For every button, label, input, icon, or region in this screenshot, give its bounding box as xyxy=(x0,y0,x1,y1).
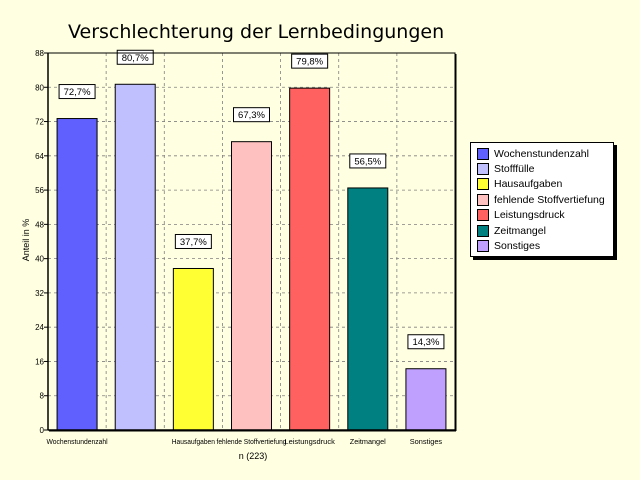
y-tick-label: 88 xyxy=(35,49,44,58)
legend-item: Sonstiges xyxy=(471,238,613,253)
legend-label: Wochenstundenzahl xyxy=(494,147,589,160)
legend-item: fehlende Stoffvertiefung xyxy=(471,192,613,207)
y-tick-label: 48 xyxy=(35,220,44,229)
x-category-label: Hausaufgaben xyxy=(172,439,215,446)
legend-swatch xyxy=(477,163,489,176)
data-label: 67,3% xyxy=(238,110,265,121)
y-tick-label: 24 xyxy=(35,323,44,332)
y-tick-label: 72 xyxy=(35,118,44,127)
y-tick-label: 56 xyxy=(35,186,44,195)
data-label: 56,5% xyxy=(354,156,381,167)
y-tick-label: 8 xyxy=(40,392,45,401)
plot-area: 0 8 16 24 32 40 48 56 64 72 80 88 72,7% Wochenstunden… xyxy=(35,49,457,446)
legend-swatch xyxy=(477,193,489,206)
bar xyxy=(172,267,214,431)
x-category-label: Wochenstundenzahl xyxy=(46,439,108,446)
bar xyxy=(405,368,447,431)
x-category-label: fehlende Stoffvertiefung xyxy=(217,439,287,446)
bar xyxy=(347,187,389,431)
sample-size-note: n (223) xyxy=(239,451,268,461)
data-label: 72,7% xyxy=(64,87,91,98)
data-label-box xyxy=(349,153,387,169)
data-label: 14,3% xyxy=(412,337,439,348)
legend-swatch xyxy=(477,178,489,191)
x-category-label: Leistungsdruck xyxy=(284,439,335,446)
legend-swatch xyxy=(477,147,489,160)
legend-label: Sonstiges xyxy=(494,240,541,253)
legend-swatch xyxy=(477,209,489,222)
chart-title: Verschlechterung der Lernbedingungen xyxy=(68,21,444,43)
data-label: 37,7% xyxy=(180,237,207,248)
bar xyxy=(56,118,98,431)
data-label: 79,8% xyxy=(296,57,323,68)
legend-item: Wochenstundenzahl xyxy=(471,146,613,161)
legend-label: Hausaufgaben xyxy=(494,178,563,191)
x-category-label: Zeitmangel xyxy=(350,439,386,446)
data-label-box xyxy=(58,84,96,100)
y-tick-label: 64 xyxy=(35,152,44,161)
legend: Wochenstundenzahl Stofffülle Hausaufgaben f… xyxy=(470,142,614,257)
legend-label: fehlende Stoffvertiefung xyxy=(494,193,605,206)
legend-item: Leistungsdruck xyxy=(471,208,613,223)
legend-swatch xyxy=(477,240,489,253)
legend-item: Zeitmangel xyxy=(471,223,613,238)
y-tick-label: 40 xyxy=(35,255,44,264)
y-axis-label: Anteil in % xyxy=(21,219,31,262)
data-label-box xyxy=(233,107,270,123)
legend-swatch xyxy=(477,224,489,237)
x-category-label: Sonstiges xyxy=(410,439,443,446)
data-label: 80,7% xyxy=(122,53,149,64)
data-label-box xyxy=(174,233,212,249)
legend-label: Leistungsdruck xyxy=(494,209,565,222)
y-tick-label: 16 xyxy=(35,357,44,366)
bar xyxy=(231,141,272,431)
data-label-box xyxy=(291,53,329,69)
y-tick-label: 32 xyxy=(35,289,44,298)
bar xyxy=(114,83,156,431)
legend-label: Stofffülle xyxy=(494,163,535,176)
bar xyxy=(289,87,331,431)
legend-item: Hausaufgaben xyxy=(471,177,613,192)
y-tick-label: 80 xyxy=(35,83,44,92)
data-label-box xyxy=(116,49,154,65)
legend-label: Zeitmangel xyxy=(494,224,546,237)
data-label-box xyxy=(407,334,445,350)
y-tick-label: 0 xyxy=(40,426,45,435)
legend-item: Stofffülle xyxy=(471,161,613,176)
